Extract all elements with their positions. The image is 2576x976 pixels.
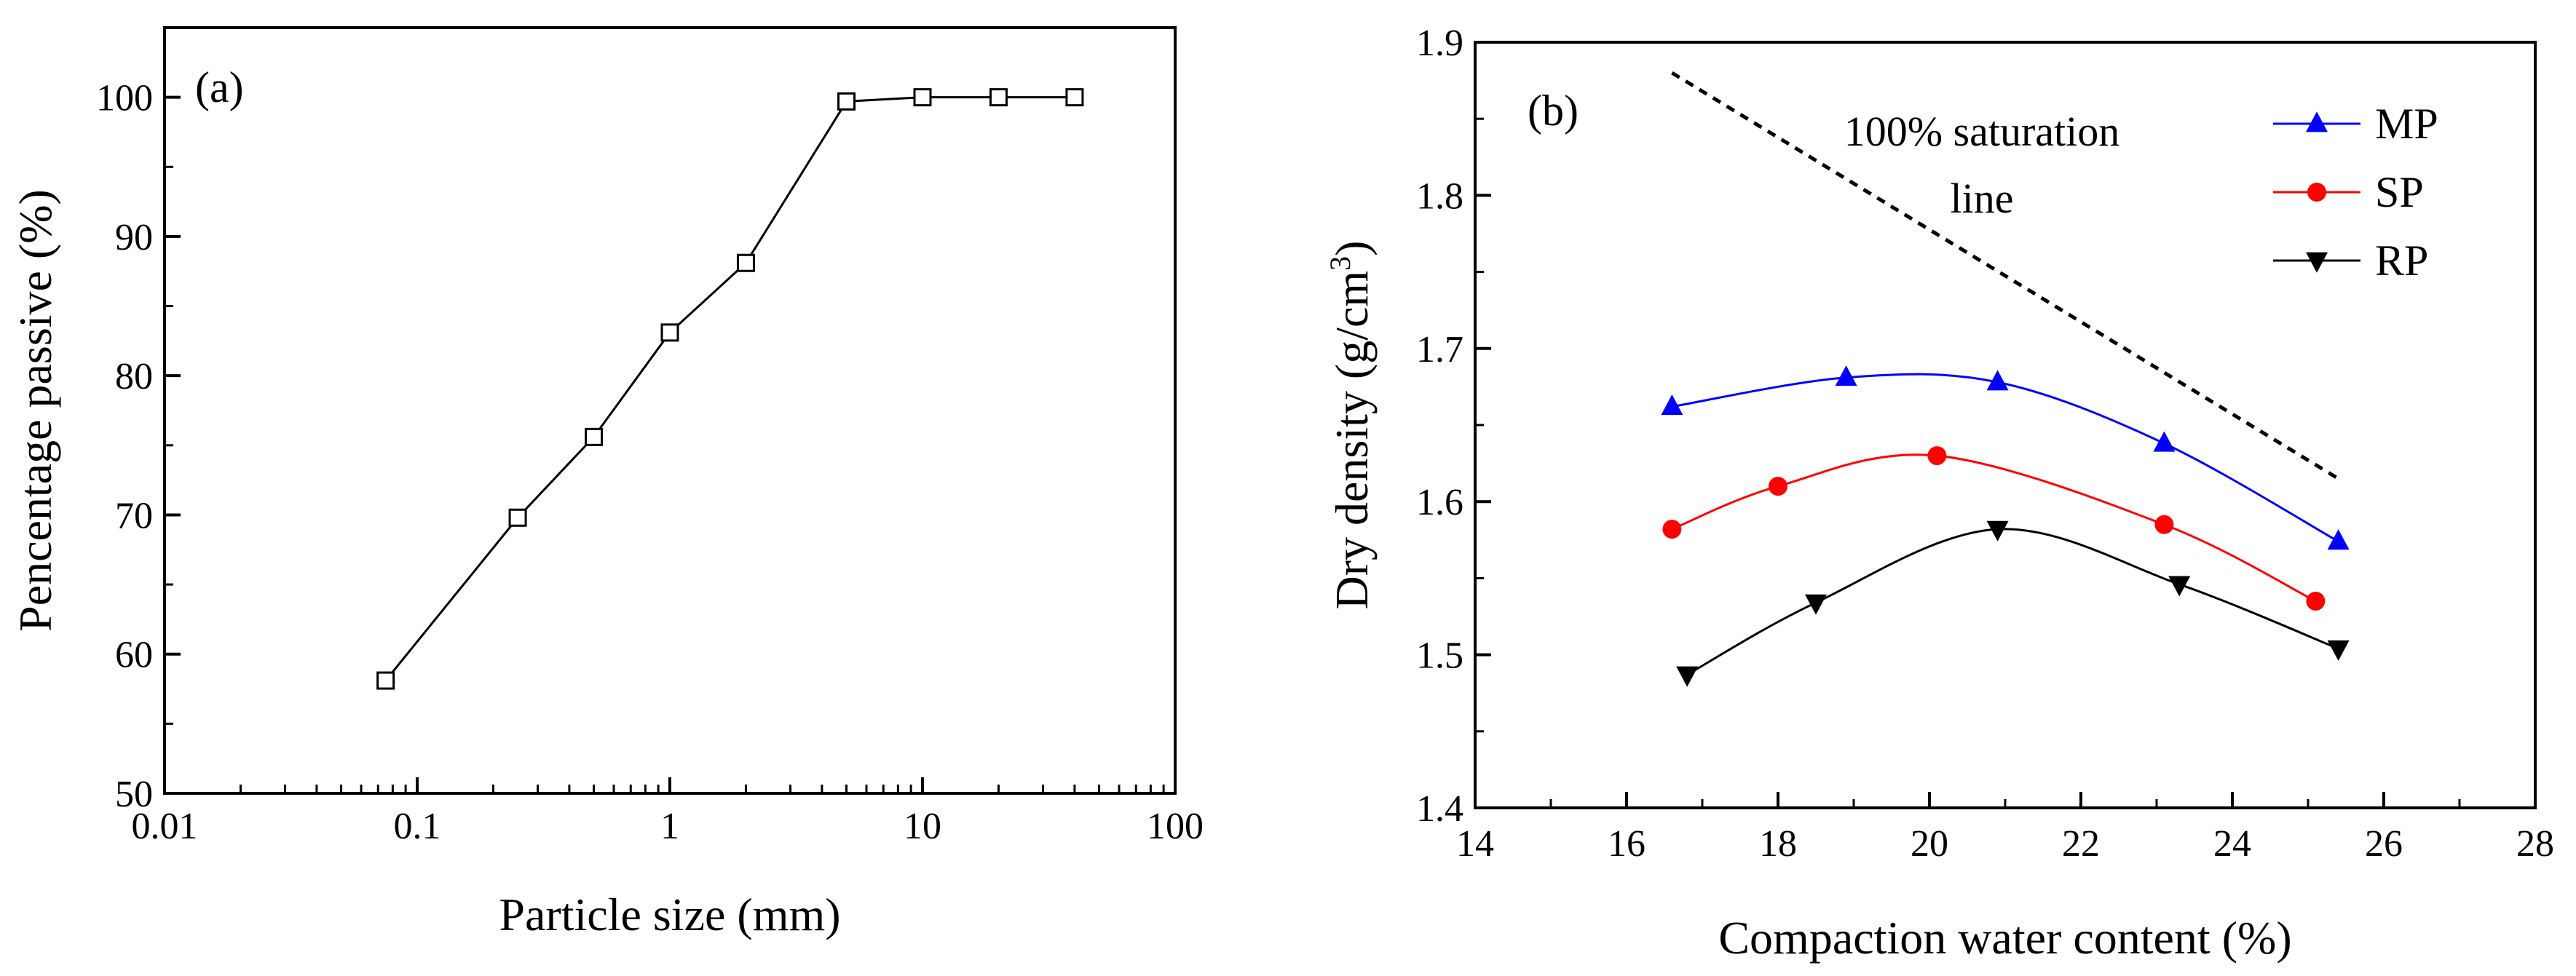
panel-a-x-tick-label: 100 (1147, 806, 1204, 847)
saturation-line-label-1: 100% saturation (1844, 108, 2120, 155)
panel-b-y-axis-label: Dry density (g/cm3) (1324, 241, 1378, 610)
panel-b-label: (b) (1528, 87, 1579, 135)
saturation-line (1671, 71, 2339, 480)
panel-a-point (837, 92, 856, 111)
series-rp-point (1805, 594, 1827, 615)
series-rp-point (1676, 666, 1699, 687)
series-mp-line (1672, 373, 2339, 543)
panel-a-point (989, 88, 1008, 107)
panel-b-y-axis-label-end: ) (1326, 241, 1378, 256)
panel-b-y-ticks: 1.4 1.5 1.6 1.7 1.8 1.9 (1416, 23, 1491, 830)
panel-b-x-tick-label: 20 (1911, 823, 1948, 865)
series-mp-point (1986, 370, 2009, 391)
legend-rp-label: RP (2375, 237, 2428, 285)
series-rp-point (2168, 576, 2191, 597)
panel-a-y-tick-label: 50 (115, 774, 153, 815)
panel-b-y-tick-label: 1.9 (1416, 23, 1463, 64)
panel-a-x-axis-label: Particle size (mm) (499, 889, 840, 940)
series-rp-point (2327, 640, 2350, 661)
panel-b-x-tick-label: 16 (1608, 823, 1645, 865)
panel-a-x-tick-label: 0.1 (394, 806, 441, 847)
series-mp-point (2327, 529, 2350, 550)
panel-b-x-tick-label: 24 (2213, 823, 2251, 865)
panel-b-y-tick-label: 1.6 (1416, 482, 1463, 523)
panel-a-series-line (384, 96, 1075, 682)
legend: MP SP RP (2273, 100, 2438, 285)
series-rp-point (1986, 520, 2009, 541)
panel-b-x-tick-label: 26 (2365, 823, 2403, 865)
saturation-line-label-2: line (1951, 175, 2014, 222)
series-sp-line (1671, 453, 2317, 603)
panel-a-y-tick-label: 100 (96, 78, 153, 119)
panel-a-point (913, 88, 932, 107)
panel-b: 14 16 18 20 22 24 26 28 1.4 1.5 1.6 1.7 1.8 1.9 MP SP… (1324, 23, 2554, 964)
panel-b-y-tick-label: 1.5 (1416, 635, 1463, 677)
legend-mp-label: MP (2375, 100, 2438, 148)
panel-a-y-tick-label: 80 (115, 356, 153, 397)
panel-b-y-tick-label: 1.8 (1416, 175, 1463, 217)
panel-a-point (508, 508, 527, 527)
panel-b-x-tick-label: 22 (2062, 823, 2100, 865)
series-rp-line (1686, 528, 2339, 676)
panel-b-x-axis-label: Compaction water content (%) (1718, 912, 2291, 964)
panel-a-y-tick-label: 90 (115, 217, 153, 258)
panel-a-x-ticks: 0.01 0.1 1 10 100 (132, 777, 1204, 847)
panel-a-point (660, 323, 679, 342)
panel-a-x-tick-label: 1 (660, 806, 679, 847)
series-sp-point (1662, 520, 1682, 539)
series-sp-point (2306, 591, 2326, 611)
series-sp-point (1927, 446, 1947, 466)
legend-mp-marker (2306, 111, 2328, 132)
panel-b-y-axis-label-sup: 3 (1324, 256, 1356, 271)
panel-b-x-tick-label: 28 (2516, 823, 2554, 865)
panel-a-y-tick-label: 70 (115, 495, 153, 536)
legend-rp-marker (2306, 252, 2328, 273)
panel-b-y-axis-label-main: Dry density (g/cm (1326, 271, 1378, 610)
panel-a-frame (163, 26, 1177, 795)
panel-a-point (585, 427, 604, 446)
panel-b-y-tick-label: 1.7 (1416, 329, 1463, 370)
panel-b-frame (1474, 41, 2537, 809)
panel-a-y-ticks: 50 60 70 80 90 100 (96, 78, 181, 815)
panel-b-x-tick-label: 14 (1456, 823, 1494, 865)
saturation-dotted-line (1671, 71, 2339, 480)
panel-a-y-tick-label: 60 (115, 635, 153, 676)
legend-sp-marker (2307, 183, 2326, 202)
panel-a-point (1065, 88, 1084, 107)
panel-b-y-tick-label: 1.4 (1416, 788, 1463, 830)
series-mp-point (1661, 394, 1683, 416)
panel-b-x-ticks: 14 16 18 20 22 24 26 28 (1456, 792, 2554, 865)
panel-b-data (1661, 365, 2350, 687)
panel-a-y-axis-label: Pencentage passive (%) (9, 189, 61, 632)
panel-a-label: (a) (195, 63, 244, 111)
legend-sp-label: SP (2375, 168, 2424, 216)
series-mp-point (2153, 431, 2176, 452)
panel-a-point (736, 253, 755, 272)
panel-a-data (376, 88, 1084, 690)
series-mp-point (1835, 365, 1857, 386)
panel-a-x-tick-label: 0.01 (132, 806, 198, 847)
panel-a: 0.01 0.1 1 10 100 50 60 70 80 90 100 (a) Particle… (9, 26, 1204, 940)
panel-b-x-tick-label: 18 (1759, 823, 1797, 865)
series-sp-point (1769, 477, 1787, 496)
panel-a-point (376, 671, 395, 690)
panel-a-x-tick-label: 10 (904, 806, 941, 847)
series-sp-point (2154, 515, 2174, 534)
